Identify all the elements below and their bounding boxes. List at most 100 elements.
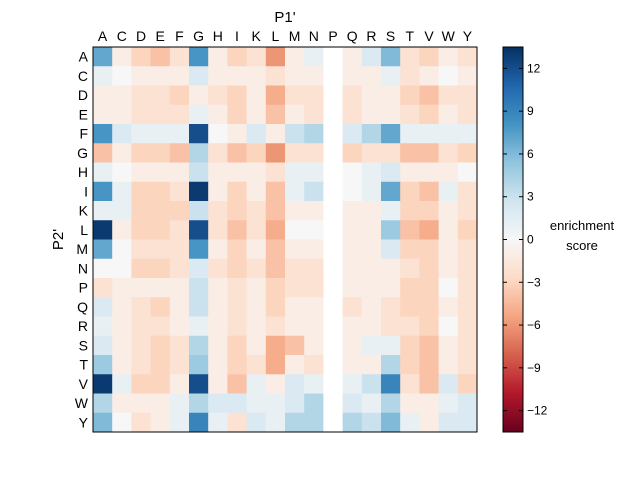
- heatmap-cell: [112, 393, 132, 414]
- y-axis-label: P2': [50, 229, 67, 250]
- heatmap-cell: [131, 201, 152, 221]
- heatmap-cell: [419, 162, 440, 183]
- heatmap-cell: [381, 239, 401, 260]
- heatmap-cell: [438, 143, 459, 163]
- heatmap-cell: [131, 239, 152, 260]
- heatmap-cell: [323, 278, 344, 298]
- heatmap-cell: [323, 47, 344, 67]
- heatmap-cell: [400, 316, 420, 337]
- heatmap-cell: [169, 181, 190, 202]
- heatmap-cell: [265, 412, 286, 433]
- heatmap-cell: [265, 181, 286, 202]
- colorbar-tick-label: 6: [527, 147, 534, 161]
- heatmap-cell: [246, 258, 267, 279]
- colorbar-tick-label: −12: [527, 404, 548, 418]
- heatmap-cell: [131, 316, 152, 337]
- heatmap-cell: [457, 162, 478, 183]
- heatmap-cell: [323, 162, 344, 183]
- heatmap-cell: [131, 220, 152, 240]
- heatmap-cell: [227, 143, 248, 163]
- y-tick-label: T: [79, 357, 88, 373]
- heatmap-cell: [457, 393, 478, 414]
- heatmap-cell: [304, 181, 324, 202]
- heatmap-cell: [361, 181, 382, 202]
- heatmap-cell: [169, 220, 190, 240]
- heatmap-cell: [457, 297, 478, 317]
- heatmap-cell: [304, 47, 324, 67]
- heatmap-cell: [227, 201, 248, 221]
- heatmap-cell: [304, 124, 324, 144]
- heatmap-cell: [189, 201, 209, 221]
- heatmap-cell: [342, 335, 363, 356]
- heatmap-cell: [285, 374, 305, 394]
- heatmap-cell: [189, 47, 209, 67]
- heatmap-cell: [381, 355, 401, 375]
- heatmap-cell: [169, 278, 190, 298]
- heatmap-cell: [457, 412, 478, 433]
- heatmap-cell: [304, 316, 324, 337]
- x-tick-label: D: [136, 28, 146, 44]
- heatmap-cell: [285, 220, 305, 240]
- colorbar-tick-label: 12: [527, 61, 541, 75]
- heatmap-cell: [227, 66, 248, 86]
- heatmap-cell: [169, 66, 190, 86]
- heatmap-cell: [189, 355, 209, 375]
- heatmap-cell: [323, 220, 344, 240]
- heatmap-cell: [150, 124, 171, 144]
- heatmap-cell: [169, 316, 190, 337]
- x-tick-label: S: [386, 28, 395, 44]
- heatmap-cell: [265, 47, 286, 67]
- heatmap-cell: [438, 355, 459, 375]
- heatmap-cell: [169, 335, 190, 356]
- y-tick-label: C: [78, 68, 88, 84]
- heatmap-cell: [342, 393, 363, 414]
- colorbar: [503, 47, 523, 432]
- heatmap-cell: [246, 201, 267, 221]
- heatmap-cell: [208, 335, 228, 356]
- x-tick-label: P: [328, 28, 337, 44]
- heatmap-cell: [93, 201, 113, 221]
- heatmap-cell: [361, 355, 382, 375]
- heatmap-cell: [93, 335, 113, 356]
- heatmap-cell: [419, 335, 440, 356]
- heatmap-cell: [419, 104, 440, 125]
- heatmap-cell: [265, 393, 286, 414]
- heatmap-cell: [246, 335, 267, 356]
- x-tick-label: F: [175, 28, 184, 44]
- heatmap-cell: [189, 297, 209, 317]
- heatmap-cell: [169, 297, 190, 317]
- heatmap-cell: [285, 85, 305, 106]
- y-tick-label: M: [76, 241, 88, 257]
- heatmap-cell: [169, 47, 190, 67]
- heatmap-cell: [361, 278, 382, 298]
- y-tick-label: W: [75, 395, 89, 411]
- heatmap-cell: [150, 278, 171, 298]
- heatmap-cell: [285, 297, 305, 317]
- heatmap-cell: [342, 412, 363, 433]
- y-tick-label: N: [78, 260, 88, 276]
- colorbar-label-line-1: enrichment: [550, 218, 615, 233]
- heatmap-cell: [93, 181, 113, 202]
- heatmap-cell: [208, 143, 228, 163]
- y-tick-label: F: [79, 126, 88, 142]
- heatmap-cell: [381, 124, 401, 144]
- heatmap-cell: [285, 393, 305, 414]
- heatmap-cell: [304, 258, 324, 279]
- heatmap-cell: [169, 393, 190, 414]
- heatmap-cell: [208, 201, 228, 221]
- heatmap-cell: [419, 143, 440, 163]
- heatmap-cell: [246, 104, 267, 125]
- heatmap-cell: [246, 143, 267, 163]
- heatmap-cell: [419, 85, 440, 106]
- heatmap-cell: [227, 355, 248, 375]
- heatmap-cell: [381, 85, 401, 106]
- x-tick-label: Q: [347, 28, 358, 44]
- heatmap-cell: [227, 278, 248, 298]
- heatmap-cell: [400, 104, 420, 125]
- heatmap-cell: [342, 201, 363, 221]
- y-tick-label: K: [79, 203, 89, 219]
- heatmap-cell: [227, 220, 248, 240]
- heatmap-cell: [131, 297, 152, 317]
- heatmap-cell: [342, 239, 363, 260]
